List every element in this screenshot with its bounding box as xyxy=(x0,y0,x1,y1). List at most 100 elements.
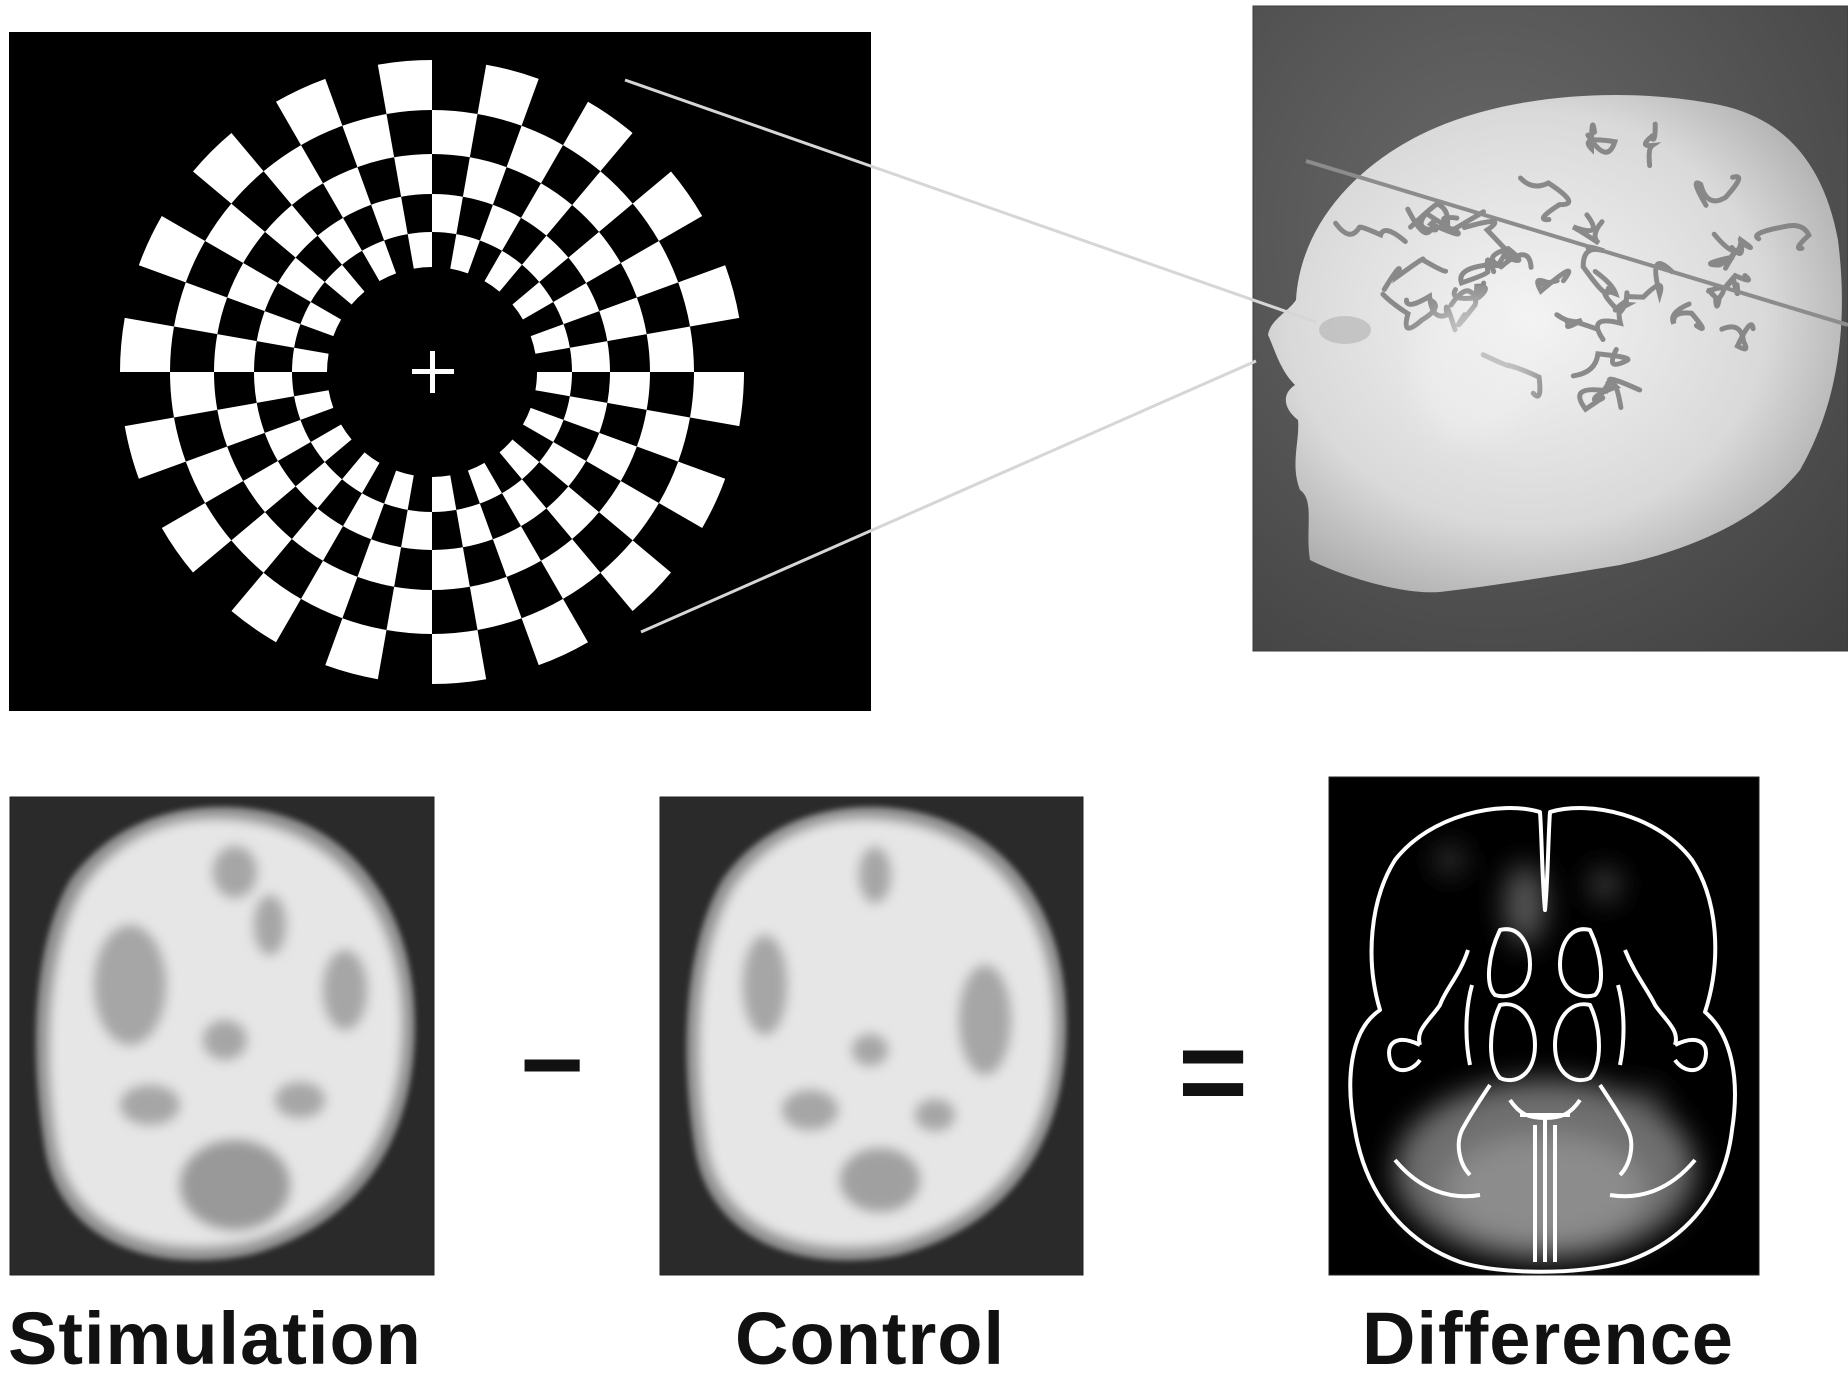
checker-segment xyxy=(292,347,329,372)
checker-segment xyxy=(295,461,343,509)
checker-segment xyxy=(530,324,570,354)
checker-segment xyxy=(572,171,633,232)
checker-segment xyxy=(521,183,573,236)
gyrus xyxy=(1754,223,1812,251)
checker-segment xyxy=(632,171,703,241)
checker-segment xyxy=(432,194,463,235)
checker-segment xyxy=(386,586,432,634)
checker-segment xyxy=(371,196,408,241)
gyrus xyxy=(1535,268,1572,295)
gyrus xyxy=(1585,122,1619,155)
checker-segment xyxy=(120,317,174,372)
checker-segment xyxy=(521,598,588,666)
gyrus xyxy=(1458,257,1497,287)
gyrus xyxy=(1451,280,1488,301)
difference-scan xyxy=(1329,777,1759,1275)
checker-segment xyxy=(276,78,343,146)
checker-segment xyxy=(384,470,414,510)
checker-segment xyxy=(138,216,206,283)
checker-segment xyxy=(227,263,278,312)
checker-segment xyxy=(484,250,522,292)
checker-segment xyxy=(185,446,244,503)
optic-pathway-line xyxy=(1305,159,1848,327)
checker-segment xyxy=(469,576,522,631)
checker-segment xyxy=(432,475,457,512)
gyrus xyxy=(1554,312,1599,332)
checker-segment xyxy=(479,204,521,251)
checker-segment xyxy=(214,334,257,372)
stimulation-label: Stimulation xyxy=(8,1297,422,1380)
checker-segment xyxy=(499,439,540,480)
checker-segment xyxy=(586,432,637,481)
checker-segment xyxy=(599,297,647,342)
checker-segment xyxy=(217,402,265,447)
gyrus xyxy=(1670,301,1705,331)
checkerboard-stimulus xyxy=(120,60,744,684)
checker-segment xyxy=(563,396,608,433)
checker-segment xyxy=(325,618,387,680)
checker-segment xyxy=(620,241,679,298)
head-render xyxy=(1253,6,1848,651)
checker-segment xyxy=(300,302,342,337)
checker-segment xyxy=(492,526,541,577)
checker-segment xyxy=(462,157,507,205)
checker-segment xyxy=(343,493,385,540)
gyrus xyxy=(1490,245,1534,270)
gyrus xyxy=(1577,379,1624,413)
gyrus xyxy=(1405,206,1461,237)
gyrus xyxy=(1408,199,1460,230)
checker-segment xyxy=(600,540,672,612)
checker-segment xyxy=(407,232,432,269)
checker-segment xyxy=(522,407,564,442)
control-scan-frame xyxy=(659,796,1084,1276)
checker-segment xyxy=(636,409,691,462)
checker-segment xyxy=(432,110,478,158)
checker-segment xyxy=(362,240,397,282)
checker-segment xyxy=(678,265,740,327)
checker-segment xyxy=(263,145,323,206)
gyrus xyxy=(1708,248,1738,271)
minus-operator: − xyxy=(520,1003,585,1126)
gyrus xyxy=(1381,256,1449,292)
checker-segment xyxy=(254,372,295,403)
checker-segment xyxy=(506,125,563,184)
gyrus xyxy=(1518,175,1572,223)
checker-segment xyxy=(342,452,380,494)
checker-segment xyxy=(277,257,325,302)
projection-rays xyxy=(624,78,1317,634)
checker-segment xyxy=(563,101,633,172)
checker-segment xyxy=(598,481,659,541)
checker-segment xyxy=(432,547,470,590)
checker-segment xyxy=(256,311,301,348)
gyrus xyxy=(1570,347,1631,379)
gyrus xyxy=(1592,269,1630,316)
control-scan xyxy=(660,797,1083,1275)
difference-label: Difference xyxy=(1362,1297,1734,1380)
checker-segment xyxy=(301,560,358,619)
checker-segment xyxy=(294,390,334,420)
checker-segment xyxy=(310,424,352,462)
checker-segment xyxy=(521,235,569,283)
checker-segment xyxy=(432,630,487,684)
checker-segment xyxy=(658,461,726,528)
checker-segment xyxy=(568,231,621,283)
checker-segment xyxy=(317,217,362,265)
checker-segment xyxy=(539,442,587,487)
checker-segment xyxy=(205,203,266,263)
checker-segment xyxy=(607,372,650,410)
checker-segment xyxy=(467,462,502,504)
checker-segment xyxy=(323,167,372,218)
brain-atlas-outline xyxy=(1348,806,1737,1274)
control-label: Control xyxy=(735,1297,1006,1380)
checker-segment xyxy=(690,372,744,427)
checker-segment xyxy=(291,508,343,561)
fixation-cross-icon xyxy=(412,351,454,393)
gyrus xyxy=(1719,322,1756,352)
head-frame xyxy=(1252,5,1848,652)
stimulation-scan xyxy=(10,797,434,1275)
checker-segment xyxy=(324,264,365,305)
difference-scan-frame xyxy=(1328,776,1760,1276)
checker-segment xyxy=(243,461,296,513)
checker-segment xyxy=(170,372,218,418)
